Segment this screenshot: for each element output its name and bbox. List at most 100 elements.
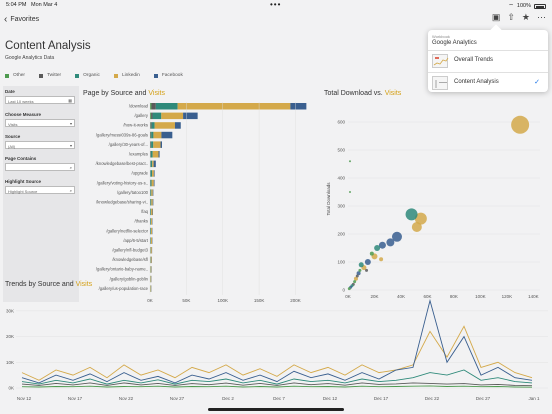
scatter-point: [347, 287, 351, 291]
bar-segment: [151, 112, 153, 120]
scatter-y-tick: 0: [342, 288, 345, 293]
bar-segment: [150, 218, 152, 225]
scatter-point: [379, 257, 384, 262]
workbook-views-popover: Workbook Google Analytics Overall Trends…: [428, 30, 548, 92]
bar-x-tick: 100K: [217, 298, 228, 303]
legend-swatch: [113, 73, 118, 78]
scatter-point: [374, 245, 381, 251]
scatter-y-tick: 400: [337, 176, 345, 181]
bar-segment: [150, 237, 151, 244]
source-value: (All): [8, 143, 16, 149]
chevron-left-icon: ‹: [4, 14, 8, 25]
bar-x-tick: 200K: [290, 298, 301, 303]
legend-item-other[interactable]: Other: [5, 73, 25, 78]
home-indicator[interactable]: [208, 408, 344, 411]
bar-segment: [151, 103, 156, 110]
bar-segment: [150, 151, 153, 158]
trend-y-tick: 30K: [6, 308, 14, 313]
bar-category-label: /thanks: [134, 219, 148, 224]
bar-segment: [150, 189, 152, 196]
bar-category-label: /gallery/voting-history-us-s..: [97, 180, 148, 185]
scatter-point: [358, 268, 362, 272]
trend-x-tick: Dec 22: [425, 396, 440, 401]
bar-segment: [150, 256, 152, 264]
more-icon[interactable]: ⋯: [537, 12, 546, 22]
bar-segment: [150, 160, 153, 168]
bar-segment: [153, 179, 155, 187]
trend-x-tick: Dec 27: [476, 396, 491, 401]
view-thumbnail: [432, 76, 448, 90]
bar-segment: [150, 141, 152, 148]
scatter-y-axis-label: Total Downloads: [326, 182, 331, 216]
source-select[interactable]: (All) ▾: [5, 141, 75, 149]
bar-category-label: /gallery/messi039s-86-goals: [96, 132, 148, 137]
wifi-icon: ⌔: [508, 4, 514, 10]
bar-title-prefix: Page by Source and: [83, 90, 149, 97]
bar-segment: [153, 131, 162, 139]
bar-segment: [150, 122, 152, 129]
bar-category-label: /gallery/30-years-of...: [109, 142, 148, 147]
scatter-point: [369, 251, 374, 256]
scatter-y-tick: 300: [337, 204, 345, 209]
measure-select[interactable]: Visits ▾: [5, 119, 75, 127]
highlight-source-label: Highlight Source: [5, 179, 41, 184]
trend-line-facebook: [21, 298, 533, 384]
legend-item-linkedin[interactable]: Linkedin: [113, 73, 140, 78]
trend-x-tick: Jan 1: [528, 396, 540, 401]
trend-line-other: [21, 385, 533, 388]
bar-category-label: /knowledgebase/sfl: [112, 257, 148, 262]
legend-label: Organic: [83, 73, 100, 78]
trend-line-linkedin: [21, 325, 533, 381]
trend-x-tick: Nov 12: [17, 396, 32, 401]
status-time: 5:04 PM: [6, 2, 27, 8]
bar-segment: [290, 103, 307, 110]
scatter-point: [411, 222, 422, 232]
bar-segment: [151, 208, 153, 216]
source-legend: Other Twitter Organic Linkedin Facebook: [5, 73, 183, 78]
multitask-dots-icon[interactable]: •••: [270, 0, 282, 9]
battery-icon: [534, 3, 546, 9]
date-filter-select[interactable]: Last 10 weeks ▦: [5, 96, 75, 104]
page-contains-input[interactable]: ⌕: [5, 163, 75, 171]
scatter-point: [386, 238, 395, 247]
bar-chart-title: Page by Source and Visits: [83, 90, 165, 97]
favorite-star-icon[interactable]: ★: [521, 12, 530, 22]
bar-segment: [152, 151, 159, 158]
bar-segment: [150, 122, 151, 129]
battery-percent: 100%: [516, 3, 531, 9]
source-filter-label: Source: [5, 134, 21, 139]
bar-segment: [150, 247, 152, 254]
workbook-views-icon[interactable]: ▣: [491, 12, 501, 22]
bar-segment: [150, 227, 153, 235]
bar-segment: [183, 112, 198, 120]
trend-title-prefix: Trends by Source and: [5, 281, 76, 288]
view-item-overall-trends[interactable]: Overall Trends: [428, 50, 548, 70]
scatter-x-tick: 100K: [475, 294, 486, 299]
trend-x-tick: Dec 7: [273, 396, 285, 401]
scatter-point: [414, 212, 427, 225]
trend-chart[interactable]: 0K 10K 20K 30K Nov 12 Nov 17 Nov 22 Nov 27 Dec 2…: [0, 292, 552, 408]
trend-x-tick: Dec 12: [323, 396, 338, 401]
scatter-point: [364, 259, 371, 265]
legend-item-facebook[interactable]: Facebook: [153, 73, 183, 78]
bar-segment: [151, 141, 154, 148]
trend-line-organic: [21, 369, 533, 385]
legend-item-twitter[interactable]: Twitter: [39, 73, 61, 78]
bar-category-label: /gallery/netflix-selector: [106, 228, 148, 233]
chevron-down-icon: ▾: [69, 143, 72, 148]
scatter-x-tick: 0K: [345, 294, 351, 299]
legend-item-organic[interactable]: Organic: [75, 73, 100, 78]
scatter-x-tick: 20K: [370, 294, 378, 299]
view-item-content-analysis[interactable]: Content Analysis ✓: [428, 72, 548, 92]
share-icon[interactable]: ⇧: [507, 12, 515, 22]
bar-chart[interactable]: /download/gallery/how-it-works/gallery/m…: [80, 100, 316, 310]
back-button[interactable]: ‹ Favorites: [4, 14, 39, 25]
page-title: Content Analysis: [5, 40, 91, 52]
scatter-chart[interactable]: 0 100 200 300 400 500 600 0K 20K 40K 60K 80K 100K 120…: [318, 100, 550, 310]
scatter-y-tick: 600: [337, 120, 345, 125]
bar-title-measure: Visits: [148, 90, 165, 97]
trend-x-tick: Nov 17: [68, 396, 83, 401]
highlight-source-input[interactable]: Highlight Source ⌕: [5, 186, 75, 194]
page-contains-label: Page Contains: [5, 156, 37, 161]
scatter-x-tick: 140K: [528, 294, 539, 299]
